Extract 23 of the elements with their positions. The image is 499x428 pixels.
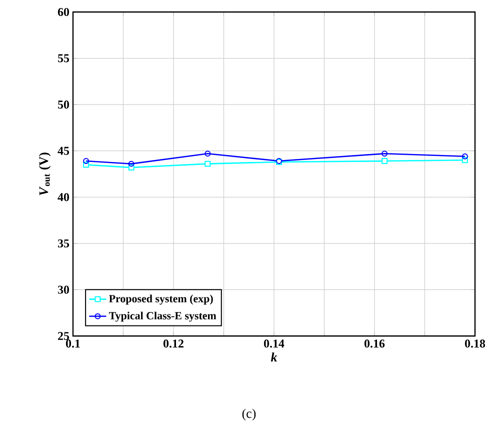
y-tick-label: 55 — [58, 54, 70, 62]
x-tick-label: 0.14 — [264, 340, 284, 348]
y-tick-label: 35 — [58, 239, 70, 248]
y-tick-label: 40 — [58, 193, 70, 202]
text: (c) — [242, 408, 256, 420]
point — [128, 160, 134, 167]
y-tick-label: 45 — [58, 146, 70, 155]
point — [204, 160, 211, 167]
x-tick-label: 0.16 — [364, 340, 385, 348]
legend-label: Proposed system (exp) — [109, 294, 213, 305]
x-tick-label: 0.1 — [66, 340, 80, 348]
y-tick-label: 30 — [58, 286, 70, 294]
x-tick-label: 0.12 — [163, 340, 184, 348]
y-tick-label: 50 — [58, 100, 70, 109]
legend-label: Typical Class-E system — [109, 312, 216, 322]
y-tick-label: 25 — [58, 332, 70, 340]
y-tick-label: 60 — [58, 8, 70, 16]
y-axis-title: V$_{out}$ (V) — [38, 152, 51, 196]
point — [382, 150, 388, 157]
x-tick-label: 0.18 — [464, 340, 486, 348]
x-axis-title: k — [270, 352, 278, 362]
point — [382, 158, 388, 164]
point — [204, 150, 211, 157]
